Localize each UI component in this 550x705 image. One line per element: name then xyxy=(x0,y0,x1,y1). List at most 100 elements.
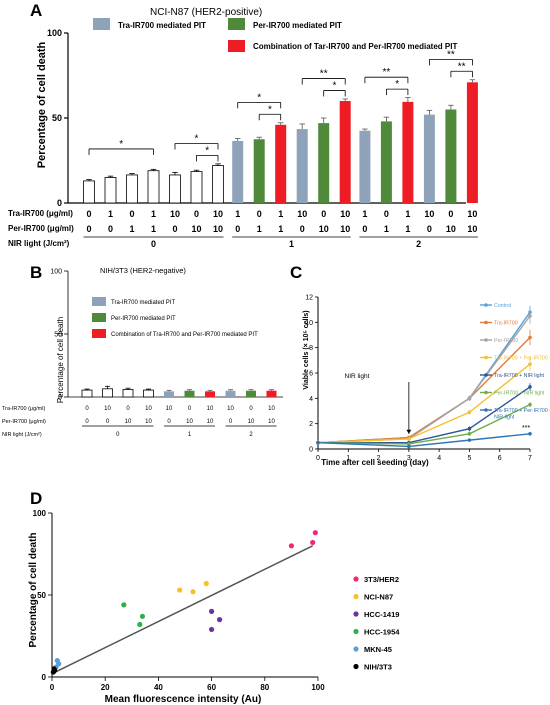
tra-value: 10 xyxy=(268,406,275,412)
bar xyxy=(190,171,203,204)
chart-b-ylabel: Percentage of cell death xyxy=(56,317,65,403)
legend-label: Control xyxy=(494,303,511,309)
per-value: 10 xyxy=(467,224,477,234)
series-point xyxy=(467,438,472,442)
legend-marker xyxy=(353,628,359,635)
series-point xyxy=(528,402,532,407)
nir-group-label: 0 xyxy=(116,432,120,438)
per-value: 0 xyxy=(172,224,177,234)
chart-b-row-tra: Tra-IR700 (μg/ml) xyxy=(2,406,45,412)
bar xyxy=(184,390,195,397)
bar xyxy=(296,129,308,203)
chart-c-significance: *** xyxy=(522,425,530,432)
per-value: 0 xyxy=(86,224,91,234)
scatter-point xyxy=(51,666,57,672)
sig-label: ** xyxy=(447,49,455,60)
scatter-point xyxy=(216,617,223,623)
legend-label: NIH/3T3 xyxy=(364,663,392,672)
tra-value: 10 xyxy=(467,209,477,219)
per-value: 10 xyxy=(446,224,456,234)
y-tick-label: 6 xyxy=(309,371,313,378)
y-tick-label: 0 xyxy=(309,447,313,454)
tra-value: 10 xyxy=(170,209,180,219)
bar xyxy=(380,121,392,203)
scatter-point xyxy=(288,543,294,549)
sig-label: ** xyxy=(320,69,328,80)
legend-label: HCC-1419 xyxy=(364,610,399,619)
per-value: 10 xyxy=(340,224,350,234)
tra-value: 0 xyxy=(257,209,262,219)
sig-label: * xyxy=(205,145,209,156)
chart-c-ylabel: Viable cells (× 10⁵ cells) xyxy=(303,310,310,389)
per-value: 0 xyxy=(362,224,367,234)
y-tick-label: 0 xyxy=(42,673,47,682)
bar xyxy=(246,390,256,397)
legend-a-swatch-tra xyxy=(93,18,110,30)
legend-label: Tra-IR700 + Per-IR700 xyxy=(494,356,548,362)
tra-value: 10 xyxy=(207,406,214,412)
scatter-point xyxy=(312,530,318,536)
series-point xyxy=(407,437,411,441)
scatter-point xyxy=(56,661,62,667)
per-value: 1 xyxy=(405,224,410,234)
tra-value: 0 xyxy=(448,209,453,219)
series-point xyxy=(528,362,532,366)
legend-marker xyxy=(353,611,359,617)
legend-a-per-label: Per-IR700 mediated PIT xyxy=(253,21,342,30)
per-value: 1 xyxy=(151,224,156,234)
legend-b-tra-label: Tra-IR700 mediated PIT xyxy=(111,300,175,306)
per-value: 0 xyxy=(167,419,171,425)
per-value: 10 xyxy=(207,419,214,425)
legend-b-combo-label: Combination of Tra-IR700 and Per-IR700 m… xyxy=(111,332,258,338)
per-value: 0 xyxy=(85,419,89,425)
chart-a-legend: Tra-IR700 mediated PIT Per-IR700 mediate… xyxy=(93,18,457,52)
legend-marker xyxy=(484,303,488,307)
bar xyxy=(147,170,160,204)
legend-marker xyxy=(484,408,488,412)
scatter-point xyxy=(310,539,316,546)
panel-label-c: C xyxy=(290,263,302,282)
per-value: 1 xyxy=(384,224,389,234)
tra-value: 1 xyxy=(108,209,113,219)
series-point xyxy=(528,314,532,318)
legend-a-swatch-per xyxy=(228,18,245,30)
per-value: 10 xyxy=(191,224,201,234)
chart-d-xlabel: Mean fluorescence intensity (Au) xyxy=(105,694,262,705)
y-tick-label: 50 xyxy=(54,331,62,338)
series-point xyxy=(528,335,532,340)
tra-value: 1 xyxy=(235,209,240,219)
bar xyxy=(143,389,154,398)
bar xyxy=(275,124,287,203)
x-tick-label: 100 xyxy=(311,683,325,692)
tra-value: 1 xyxy=(151,209,156,219)
legend-b-swatch-combo xyxy=(92,329,106,338)
series-point xyxy=(407,442,411,446)
legend-label: Tra-IR700 xyxy=(494,321,518,327)
sig-label: * xyxy=(332,80,336,91)
y-tick-label: 100 xyxy=(50,268,62,275)
per-value: 1 xyxy=(257,224,262,234)
chart-a-ylabel: Percentage of cell death xyxy=(36,41,48,168)
bar xyxy=(81,389,93,398)
per-value: 10 xyxy=(186,419,193,425)
scatter-point xyxy=(209,608,215,615)
nir-group-label: 0 xyxy=(151,239,156,249)
legend-marker xyxy=(353,663,359,670)
sig-label: * xyxy=(119,139,123,150)
bar xyxy=(359,130,371,203)
series-point xyxy=(467,432,472,436)
panel-label-a: A xyxy=(30,1,42,20)
tra-value: 10 xyxy=(227,406,234,412)
nir-group-label: 1 xyxy=(289,239,294,249)
per-value: 0 xyxy=(427,224,432,234)
tra-value: 0 xyxy=(321,209,326,219)
bar xyxy=(402,101,414,203)
scatter-point xyxy=(121,602,127,608)
x-tick-label: 20 xyxy=(101,683,110,692)
chart-d-ylabel: Percentage of cell death xyxy=(28,532,39,647)
per-value: 0 xyxy=(108,224,113,234)
legend-b-per-label: Per-IR700 mediated PIT xyxy=(111,316,176,322)
per-value: 0 xyxy=(300,224,305,234)
per-value: 0 xyxy=(106,419,110,425)
chart-b-row-nir: NIR light (J/cm²) xyxy=(2,432,42,438)
